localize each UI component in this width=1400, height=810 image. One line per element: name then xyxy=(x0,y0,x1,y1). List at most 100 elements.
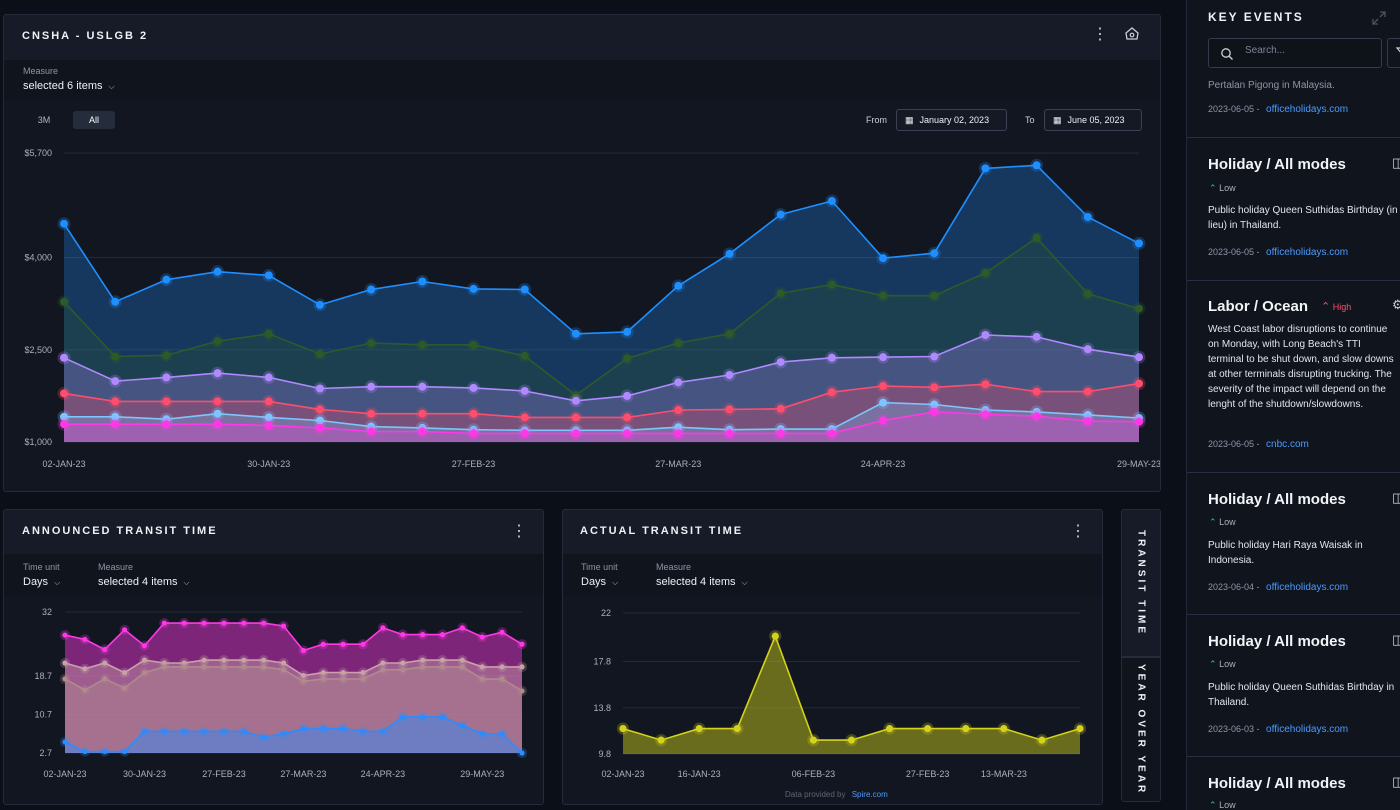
y-tick-label: 13.8 xyxy=(593,703,611,713)
data-point xyxy=(60,389,68,398)
data-point xyxy=(771,632,779,640)
data-point xyxy=(213,267,222,276)
series-line xyxy=(64,401,1140,432)
data-point xyxy=(264,329,273,338)
more-options-icon[interactable]: ⋮ xyxy=(1092,26,1108,43)
data-point xyxy=(181,728,187,734)
severity-badge: ⌃ Low xyxy=(1209,183,1236,194)
bookmark-icon[interactable]: ◫ xyxy=(1392,155,1400,171)
data-point xyxy=(776,404,785,413)
data-point xyxy=(161,660,167,666)
event-source-link[interactable]: cnbc.com xyxy=(1266,439,1309,450)
severity-label: Low xyxy=(1219,659,1236,669)
search-input[interactable] xyxy=(1245,45,1365,56)
data-point xyxy=(367,427,376,436)
data-point xyxy=(111,412,120,421)
data-point xyxy=(725,370,734,379)
data-point xyxy=(162,373,171,382)
announced-panel: ANNOUNCED TRANSIT TIME ⋮ Time unit Days ⌵… xyxy=(3,509,544,805)
expand-icon[interactable] xyxy=(1371,10,1387,26)
data-point xyxy=(320,676,326,682)
credit-link[interactable]: Spire.com xyxy=(851,790,888,799)
severity-badge: ⌃ Low xyxy=(1209,517,1236,528)
data-point xyxy=(181,664,187,670)
data-point xyxy=(1135,379,1143,388)
x-tick-label: 30-JAN-23 xyxy=(123,769,166,779)
data-point xyxy=(459,657,465,663)
data-point xyxy=(623,429,632,438)
tab-year-over-year[interactable]: YEAR OVER YEAR xyxy=(1121,657,1161,802)
data-point xyxy=(499,731,505,737)
event-source-link[interactable]: officeholidays.com xyxy=(1266,104,1349,115)
measure-select[interactable]: selected 4 items ⌵ xyxy=(98,576,190,588)
series-line xyxy=(64,659,522,677)
more-options-icon[interactable]: ⋮ xyxy=(1070,523,1086,540)
data-point xyxy=(930,249,939,258)
gauge-icon[interactable] xyxy=(1124,26,1140,42)
data-point xyxy=(1135,417,1143,426)
data-point xyxy=(367,285,376,294)
event-source-link[interactable]: officeholidays.com xyxy=(1266,724,1349,735)
gear-icon[interactable]: ⚙ xyxy=(1392,297,1400,313)
data-point xyxy=(280,667,287,673)
data-point xyxy=(827,353,836,362)
event-meta: 2023-06-03 - officeholidays.com xyxy=(1208,724,1349,735)
data-point xyxy=(280,731,287,737)
data-point xyxy=(827,196,836,205)
data-point xyxy=(469,409,478,418)
severity-label: Low xyxy=(1219,800,1236,810)
measure-select[interactable]: selected 6 items ⌵ xyxy=(23,80,115,92)
credit-prefix: Data provided by xyxy=(785,790,846,799)
time-unit-select[interactable]: Days ⌵ xyxy=(23,576,60,588)
bookmark-icon[interactable]: ◫ xyxy=(1392,490,1400,506)
data-point xyxy=(62,676,68,682)
data-point xyxy=(418,382,427,391)
measure-select[interactable]: selected 4 items ⌵ xyxy=(656,576,748,588)
to-date-picker[interactable]: ▦ June 05, 2023 xyxy=(1044,109,1142,131)
data-point xyxy=(1032,332,1041,341)
data-point xyxy=(264,421,273,430)
data-point xyxy=(340,670,346,676)
data-point xyxy=(181,620,187,626)
chevron-up-icon: ⌃ xyxy=(1209,800,1217,810)
x-tick-label: 24-APR-23 xyxy=(361,769,406,779)
series-area xyxy=(65,623,522,753)
bookmark-icon[interactable]: ◫ xyxy=(1392,632,1400,648)
range-all-button[interactable]: All xyxy=(73,111,115,129)
data-point xyxy=(571,329,580,338)
time-unit-select[interactable]: Days ⌵ xyxy=(581,576,618,588)
data-point xyxy=(879,398,888,407)
more-options-icon[interactable]: ⋮ xyxy=(511,523,527,540)
data-point xyxy=(122,685,128,691)
data-point xyxy=(161,728,167,734)
data-point xyxy=(981,268,990,277)
data-point xyxy=(1083,387,1092,396)
data-point xyxy=(519,641,525,647)
bookmark-icon[interactable]: ◫ xyxy=(1392,774,1400,790)
series-area xyxy=(65,716,522,753)
data-point xyxy=(400,632,406,638)
series-area xyxy=(64,402,1139,442)
data-point xyxy=(264,373,273,382)
data-point xyxy=(674,429,683,438)
data-credit: Data provided by Spire.com xyxy=(785,790,888,799)
x-tick-label: 02-JAN-23 xyxy=(601,769,644,779)
range-3m-button[interactable]: 3M xyxy=(37,115,51,125)
data-point xyxy=(439,714,446,720)
data-point xyxy=(380,667,386,673)
series-line xyxy=(63,164,1140,335)
data-point xyxy=(827,429,836,438)
event-source-link[interactable]: officeholidays.com xyxy=(1266,247,1349,258)
filter-button[interactable] xyxy=(1387,38,1400,68)
data-point xyxy=(221,728,227,734)
data-point xyxy=(102,748,108,755)
data-point xyxy=(439,632,446,638)
tab-transit-time[interactable]: TRANSIT TIME xyxy=(1121,509,1161,657)
data-point xyxy=(981,410,990,419)
event-source-link[interactable]: officeholidays.com xyxy=(1266,582,1349,593)
data-point xyxy=(122,748,128,755)
y-tick-label: $4,000 xyxy=(24,253,52,263)
event-description: Public holiday Queen Suthidas Birthday (… xyxy=(1208,205,1398,231)
data-point xyxy=(315,416,324,425)
from-date-picker[interactable]: ▦ January 02, 2023 xyxy=(896,109,1007,131)
